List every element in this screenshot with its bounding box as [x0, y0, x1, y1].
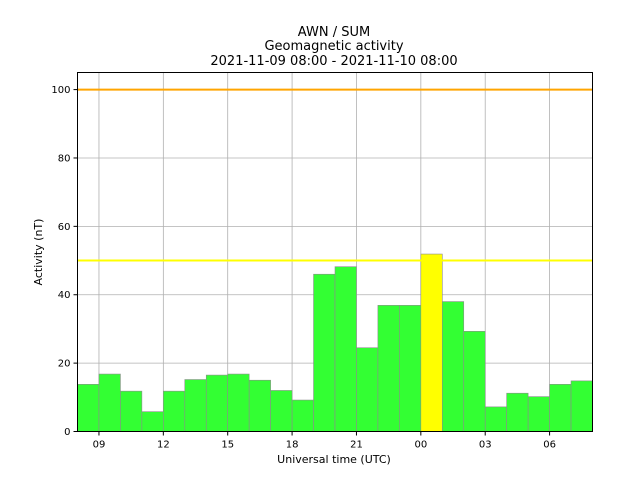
- x-tick-label: 21: [350, 440, 363, 451]
- x-tick-label: 03: [479, 440, 492, 451]
- chart-title-line-2: Geomagnetic activity: [264, 39, 403, 54]
- bar-hour-21: [527, 396, 550, 432]
- y-tick-label: 100: [51, 85, 70, 96]
- bar-hour-5: [184, 379, 207, 432]
- bar-hour-7: [227, 373, 250, 432]
- x-tick-label: 12: [157, 440, 170, 451]
- bar-hour-14: [377, 305, 400, 432]
- bar-hour-12: [334, 266, 357, 432]
- bar-hour-10: [291, 399, 314, 432]
- plot-frame: [77, 72, 593, 432]
- y-axis-label: Activity (nT): [32, 219, 45, 286]
- bar-hour-17: [441, 301, 465, 432]
- threshold-lines: [77, 88, 593, 262]
- x-tick-label: 09: [93, 440, 106, 451]
- bar-hour-13: [356, 347, 379, 432]
- bar-hour-15: [399, 305, 422, 432]
- bar-hour-8: [248, 379, 271, 432]
- bar-hour-19: [484, 406, 507, 432]
- bar-hour-1: [98, 373, 121, 432]
- bar-hour-9: [270, 390, 293, 432]
- x-tick-label: 00: [414, 440, 427, 451]
- bars: [77, 253, 593, 432]
- bar-hour-18: [463, 331, 486, 432]
- bar-hour-0: [77, 384, 100, 432]
- bar-hour-4: [163, 390, 186, 432]
- bar-hour-2: [120, 390, 143, 432]
- chart-title-line-1: AWN / SUM: [298, 25, 370, 40]
- x-axis-label: Universal time (UTC): [277, 453, 391, 466]
- bar-hour-20: [506, 392, 529, 432]
- y-axis-ticks: 0 20 40 60 80 100: [51, 85, 78, 438]
- x-tick-label: 06: [543, 440, 556, 451]
- bar-hour-6: [205, 374, 229, 432]
- bar-hour-3: [141, 411, 164, 432]
- y-tick-label: 80: [58, 153, 71, 164]
- x-axis-ticks: 09 12 15 18 21 00 03 06: [93, 431, 556, 451]
- chart-title-line-3: 2021-11-09 08:00 - 2021-11-10 08:00: [210, 54, 457, 69]
- y-tick-label: 0: [64, 427, 70, 438]
- bar-hour-16: [420, 253, 443, 432]
- y-tick-label: 60: [58, 222, 71, 233]
- bar-hour-22: [549, 384, 572, 432]
- bar-hour-11: [313, 273, 336, 432]
- y-tick-label: 40: [58, 290, 71, 301]
- y-tick-label: 20: [58, 359, 71, 370]
- x-tick-label: 15: [221, 440, 234, 451]
- bar-hour-23: [570, 380, 593, 432]
- x-tick-label: 18: [286, 440, 299, 451]
